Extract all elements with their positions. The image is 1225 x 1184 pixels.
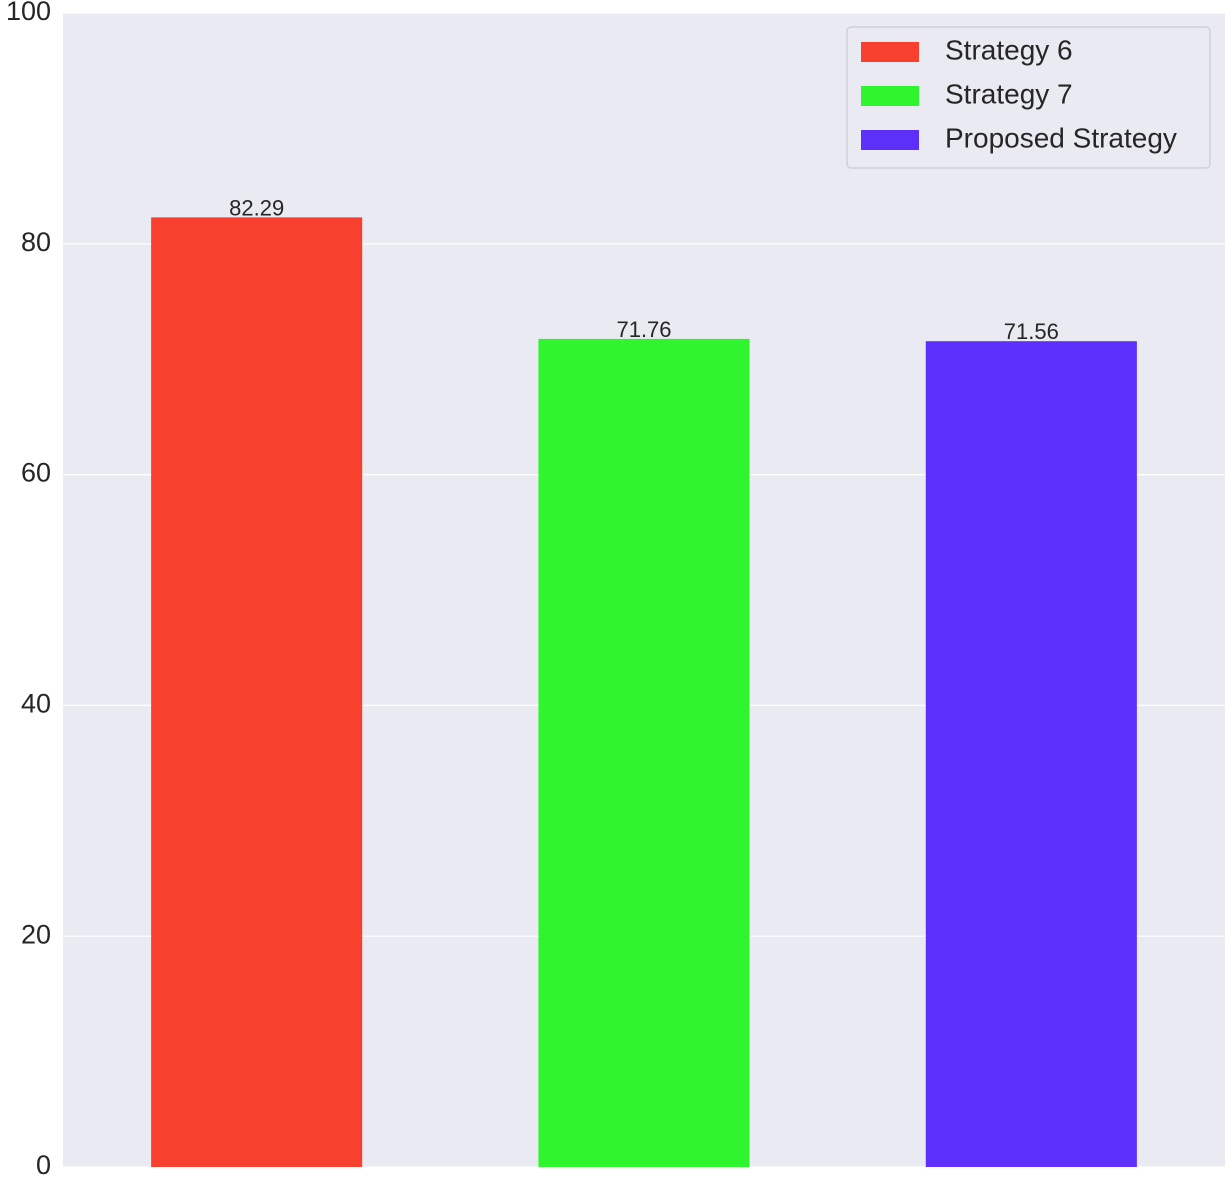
legend-label: Strategy 6 bbox=[945, 34, 1073, 65]
bar-2 bbox=[538, 338, 750, 1167]
y-tick-label: 40 bbox=[21, 689, 51, 719]
bars bbox=[151, 217, 1137, 1167]
legend-label: Strategy 7 bbox=[945, 78, 1073, 109]
bar-1 bbox=[151, 217, 363, 1167]
y-tick-label: 0 bbox=[36, 1150, 51, 1180]
legend-swatch bbox=[861, 130, 919, 150]
legend-swatch bbox=[861, 42, 919, 62]
y-tick-label: 20 bbox=[21, 919, 51, 949]
bar-value-label: 71.76 bbox=[616, 317, 671, 342]
bar-value-label: 82.29 bbox=[229, 195, 284, 220]
legend-box bbox=[846, 26, 1211, 169]
y-tick-label: 100 bbox=[6, 0, 51, 26]
y-tick-label: 60 bbox=[21, 458, 51, 488]
y-tick-label: 80 bbox=[21, 227, 51, 257]
bar-value-label: 71.56 bbox=[1004, 319, 1059, 344]
legend: Strategy 6 Strategy 7 Proposed Strategy bbox=[846, 26, 1211, 169]
legend-label: Proposed Strategy bbox=[945, 122, 1177, 153]
data-labels: 82.29 71.76 71.56 bbox=[229, 195, 1059, 344]
y-axis-ticks: 0 20 40 60 80 100 bbox=[6, 0, 51, 1180]
legend-swatch bbox=[861, 86, 919, 106]
bar-3 bbox=[925, 341, 1137, 1167]
